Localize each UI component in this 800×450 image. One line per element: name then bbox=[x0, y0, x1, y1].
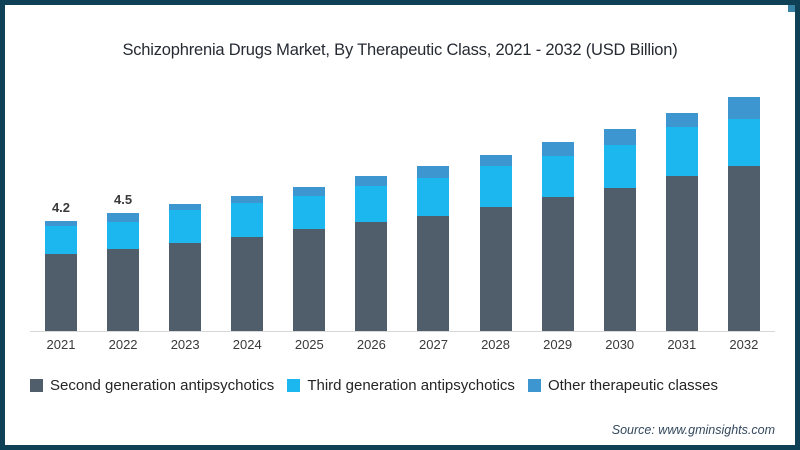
segment-sga-2027[interactable] bbox=[417, 215, 450, 331]
segment-other-2022[interactable] bbox=[107, 213, 140, 223]
legend: Second generation antipsychotics Third ge… bbox=[30, 377, 777, 394]
segment-tga-2030[interactable] bbox=[603, 145, 636, 189]
legend-label-tga: Third generation antipsychotics bbox=[307, 377, 515, 394]
segment-tga-2028[interactable] bbox=[479, 165, 512, 207]
segment-sga-2028[interactable] bbox=[479, 206, 512, 331]
x-tick-2031: 2031 bbox=[667, 337, 697, 352]
bar-value-label-2022: 4.5 bbox=[114, 192, 133, 208]
corner-accent bbox=[788, 5, 795, 12]
segment-other-2032[interactable] bbox=[727, 97, 760, 119]
segment-tga-2025[interactable] bbox=[293, 195, 326, 229]
segment-tga-2024[interactable] bbox=[231, 202, 264, 237]
segment-other-2031[interactable] bbox=[665, 112, 698, 128]
x-tick-2029: 2029 bbox=[543, 337, 573, 352]
segment-sga-2022[interactable] bbox=[107, 248, 140, 331]
legend-swatch-sga bbox=[30, 379, 43, 392]
segment-tga-2029[interactable] bbox=[541, 155, 574, 198]
bar-2027[interactable] bbox=[417, 166, 450, 331]
legend-label-other: Other therapeutic classes bbox=[547, 377, 719, 394]
segment-tga-2021[interactable] bbox=[45, 226, 77, 254]
source-credit: Source: www.gminsights.com bbox=[611, 423, 775, 437]
segment-other-2023[interactable] bbox=[169, 203, 202, 210]
bar-2030[interactable] bbox=[603, 129, 636, 331]
bar-2032[interactable] bbox=[727, 97, 760, 331]
segment-sga-2032[interactable] bbox=[727, 165, 760, 331]
segment-other-2029[interactable] bbox=[541, 142, 574, 156]
x-tick-2032: 2032 bbox=[729, 337, 759, 352]
segment-other-2021[interactable] bbox=[45, 221, 77, 227]
segment-other-2027[interactable] bbox=[417, 166, 450, 178]
segment-sga-2029[interactable] bbox=[541, 197, 574, 331]
x-tick-2022: 2022 bbox=[108, 337, 138, 352]
bar-2029[interactable] bbox=[541, 142, 574, 331]
segment-sga-2026[interactable] bbox=[355, 222, 388, 331]
bar-2021[interactable]: 4.2 bbox=[45, 200, 77, 331]
legend-swatch-other bbox=[527, 379, 541, 392]
x-tick-2023: 2023 bbox=[170, 337, 200, 352]
chart-title: Schizophrenia Drugs Market, By Therapeut… bbox=[122, 41, 678, 59]
segment-other-2025[interactable] bbox=[293, 186, 326, 196]
segment-other-2026[interactable] bbox=[355, 175, 388, 186]
bar-2022[interactable]: 4.5 bbox=[107, 192, 140, 331]
segment-sga-2025[interactable] bbox=[293, 228, 326, 331]
segment-other-2030[interactable] bbox=[603, 129, 636, 146]
segment-sga-2031[interactable] bbox=[665, 176, 698, 331]
legend-item-tga[interactable]: Third generation antipsychotics bbox=[287, 377, 515, 394]
segment-sga-2021[interactable] bbox=[45, 253, 77, 331]
segment-tga-2027[interactable] bbox=[417, 177, 450, 216]
x-axis-labels: 2021 2022 2023 2024 2025 2026 2027 2028 2029 2030… bbox=[30, 337, 775, 352]
bar-2024[interactable] bbox=[231, 196, 264, 331]
segment-tga-2026[interactable] bbox=[355, 185, 388, 223]
bar-2025[interactable] bbox=[293, 186, 326, 331]
segment-sga-2023[interactable] bbox=[169, 243, 202, 331]
segment-other-2028[interactable] bbox=[479, 154, 512, 166]
bar-2026[interactable] bbox=[355, 175, 388, 331]
bar-value-label-2021: 4.2 bbox=[51, 200, 71, 216]
legend-item-sga[interactable]: Second generation antipsychotics bbox=[30, 377, 274, 394]
segment-sga-2030[interactable] bbox=[603, 188, 636, 331]
x-tick-2021: 2021 bbox=[46, 337, 76, 352]
legend-label-sga: Second generation antipsychotics bbox=[50, 377, 275, 394]
legend-swatch-tga bbox=[287, 379, 301, 392]
x-tick-2026: 2026 bbox=[356, 337, 386, 352]
x-tick-2024: 2024 bbox=[232, 337, 262, 352]
bars-container: 4.2 4.5 bbox=[30, 86, 775, 331]
x-tick-2027: 2027 bbox=[419, 337, 448, 352]
segment-other-2024[interactable] bbox=[231, 196, 264, 203]
bar-2031[interactable] bbox=[665, 112, 698, 331]
x-tick-2030: 2030 bbox=[605, 337, 635, 352]
segment-tga-2023[interactable] bbox=[169, 209, 202, 244]
x-tick-2025: 2025 bbox=[294, 337, 324, 352]
segment-tga-2022[interactable] bbox=[107, 222, 140, 249]
bar-2023[interactable] bbox=[169, 203, 202, 331]
segment-tga-2032[interactable] bbox=[727, 118, 760, 166]
bar-2028[interactable] bbox=[479, 154, 512, 331]
plot-area: 4.2 4.5 bbox=[30, 86, 775, 332]
segment-tga-2031[interactable] bbox=[665, 127, 698, 177]
legend-item-other[interactable]: Other therapeutic classes bbox=[527, 377, 719, 394]
x-tick-2028: 2028 bbox=[481, 337, 510, 352]
segment-sga-2024[interactable] bbox=[231, 236, 264, 331]
